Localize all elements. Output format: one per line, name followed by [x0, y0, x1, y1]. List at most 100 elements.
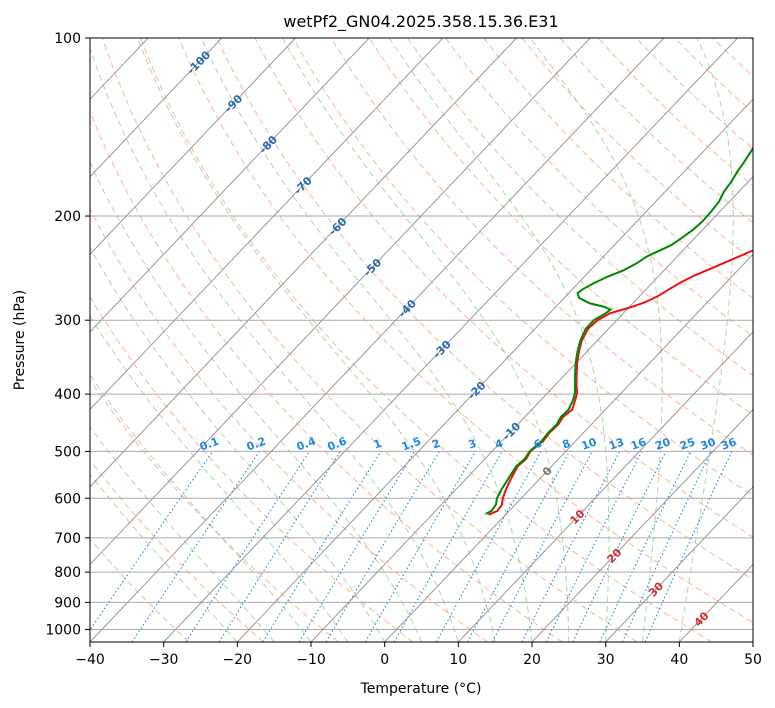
x-axis-title: Temperature (°C) — [360, 681, 482, 697]
isotherm-gridline — [90, 38, 223, 178]
moist-adiabat — [529, 38, 663, 642]
mixing-ratio-label: 1 — [372, 437, 384, 452]
y-tick-label: 100 — [54, 31, 81, 47]
isotherm-gridline — [384, 253, 753, 642]
dry-adiabat — [521, 38, 753, 261]
dewpoint-profile-line — [485, 145, 753, 515]
moist-adiabat — [137, 38, 496, 642]
mixing-ratio-line — [90, 450, 214, 631]
dry-adiabat — [292, 38, 753, 497]
dry-adiabat — [140, 38, 712, 642]
moist-adiabat — [90, 374, 312, 642]
x-tick-label: 50 — [744, 652, 762, 668]
y-tick-label: 700 — [54, 531, 81, 547]
dry-adiabat — [90, 459, 264, 642]
dry-adiabat — [101, 38, 638, 642]
x-tick-label: 20 — [523, 652, 541, 668]
isotherm-gridline — [90, 38, 591, 566]
mixing-ratio-label: 0.6 — [326, 435, 349, 454]
isotherm-gridline — [90, 38, 370, 333]
dry-adiabat — [407, 38, 753, 377]
axes: −40 −30 −20 −10 0 10 20 30 40 5010020030040050060… — [45, 31, 762, 668]
moist-adiabat — [678, 38, 734, 642]
mixing-ratio-label: 25 — [678, 435, 697, 452]
isotherm-gridline — [752, 641, 753, 642]
isotherm-gridline — [310, 176, 753, 642]
dry-adiabat — [750, 38, 753, 41]
isotherm-gridline — [457, 331, 753, 642]
plot-background — [90, 38, 753, 642]
moist-adiabat — [90, 425, 275, 642]
y-tick-label: 400 — [54, 387, 81, 403]
isotherm-gridline — [163, 38, 738, 642]
moist-adiabat — [388, 38, 610, 642]
mixing-ratio-label: 1.5 — [400, 435, 423, 454]
mixing-ratio-line — [298, 450, 416, 642]
mixing-ratio-line — [218, 450, 342, 642]
mixing-ratio-line — [644, 450, 733, 642]
mixing-ratio-label: 30 — [699, 435, 718, 453]
isotherm-gridline — [605, 486, 753, 642]
moist-adiabat — [282, 38, 570, 642]
x-tick-label: 40 — [670, 652, 688, 668]
mixing-ratio-label: 16 — [629, 435, 648, 453]
mixing-ratio-line — [435, 450, 542, 642]
dry-adiabat — [90, 295, 414, 642]
x-tick-label: −10 — [296, 652, 326, 668]
moist-adiabat — [90, 473, 238, 642]
mixing-ratio-line — [325, 450, 441, 642]
isotherm-gridline — [90, 38, 296, 256]
mixing-ratio-line — [393, 450, 504, 642]
mixing-ratio-line — [364, 450, 477, 642]
x-tick-label: −40 — [75, 652, 105, 668]
isotherm-gridline — [90, 38, 517, 488]
mixing-ratio-line — [621, 450, 712, 642]
y-tick-label: 800 — [54, 565, 81, 581]
isotherm-gridline — [236, 98, 753, 642]
x-tick-label: −20 — [223, 652, 253, 668]
mixing-ratio-line — [599, 450, 692, 642]
dry-adiabat — [597, 38, 753, 187]
mixing-ratio-label: 6 — [532, 437, 544, 452]
mixing-ratio-label: 3 — [467, 437, 479, 452]
mixing-ratio-label: 13 — [607, 435, 626, 452]
x-tick-label: 10 — [449, 652, 467, 668]
dry-adiabat — [635, 38, 753, 150]
y-tick-label: 1000 — [45, 622, 81, 638]
mixing-ratio-line — [467, 450, 571, 642]
x-tick-label: 0 — [380, 652, 389, 668]
moist-adiabat — [200, 38, 533, 642]
mixing-ratio-label: 20 — [653, 435, 672, 453]
x-tick-label: −30 — [149, 652, 179, 668]
mixing-ratio-line — [572, 450, 667, 642]
moist-adiabat — [90, 47, 459, 642]
dry-adiabat — [216, 38, 753, 580]
mixing-ratio-label: 8 — [561, 437, 573, 452]
mixing-ratio-label: 0.4 — [295, 435, 318, 454]
dry-adiabat — [368, 38, 753, 416]
mixing-ratio-label: 10 — [580, 435, 599, 453]
mixing-ratio-label: 0.1 — [198, 435, 221, 454]
chart-title: wetPf2_GN04.2025.358.15.36.E31 — [283, 12, 558, 32]
mixing-ratio-label: 36 — [719, 435, 738, 453]
isotherm-gridline — [531, 408, 753, 642]
isotherm-gridline — [90, 38, 665, 642]
moist-adiabat — [90, 246, 386, 642]
y-tick-label: 600 — [54, 491, 81, 507]
y-tick-label: 300 — [54, 313, 81, 329]
plot-area: -100-90-80-70-60-50-40-30-20-10010203040… — [0, 38, 753, 642]
mixing-ratio-label: 4 — [493, 437, 505, 452]
dry-adiabat — [483, 38, 753, 299]
isotherm-gridline — [0, 38, 1, 642]
mixing-ratio-label: 2 — [430, 437, 442, 452]
y-axis-title: Pressure (hPa) — [12, 290, 28, 390]
y-tick-label: 900 — [54, 595, 81, 611]
x-tick-label: 30 — [597, 652, 615, 668]
plot-frame — [89, 37, 754, 643]
dry-adiabat — [90, 110, 563, 642]
mixing-ratio-label: 0.2 — [245, 435, 268, 454]
y-tick-label: 200 — [54, 209, 81, 225]
isotherm-gridline — [90, 38, 444, 411]
dry-adiabat — [178, 38, 753, 624]
